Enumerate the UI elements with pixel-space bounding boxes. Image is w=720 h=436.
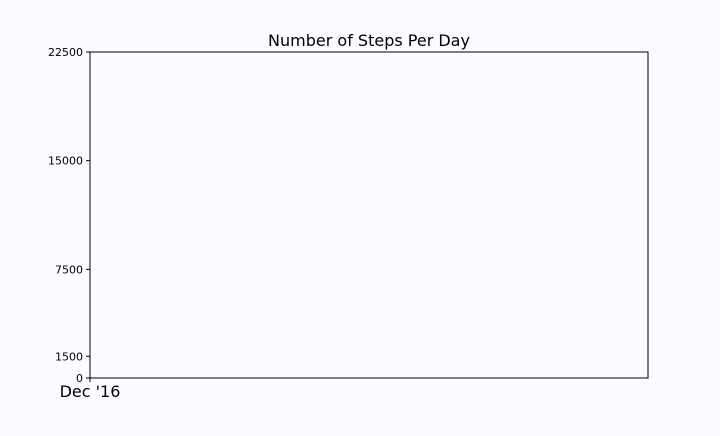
y-tick-label: 0 [76, 372, 83, 385]
y-tick-label: 22500 [48, 46, 83, 59]
y-tick-label: 7500 [55, 263, 83, 276]
y-axis: 0 1500 7500 15000 22500 [48, 46, 90, 385]
x-tick-label: Dec '16 [60, 382, 121, 401]
chart-title: Number of Steps Per Day [268, 31, 470, 50]
y-tick-label: 1500 [55, 350, 83, 363]
x-axis: Dec '16 [60, 378, 121, 401]
plot-area [89, 51, 649, 379]
y-tick-label: 15000 [48, 155, 83, 168]
plot-frame [89, 51, 649, 379]
